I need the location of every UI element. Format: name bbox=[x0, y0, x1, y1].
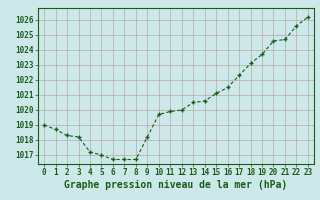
X-axis label: Graphe pression niveau de la mer (hPa): Graphe pression niveau de la mer (hPa) bbox=[64, 180, 288, 190]
